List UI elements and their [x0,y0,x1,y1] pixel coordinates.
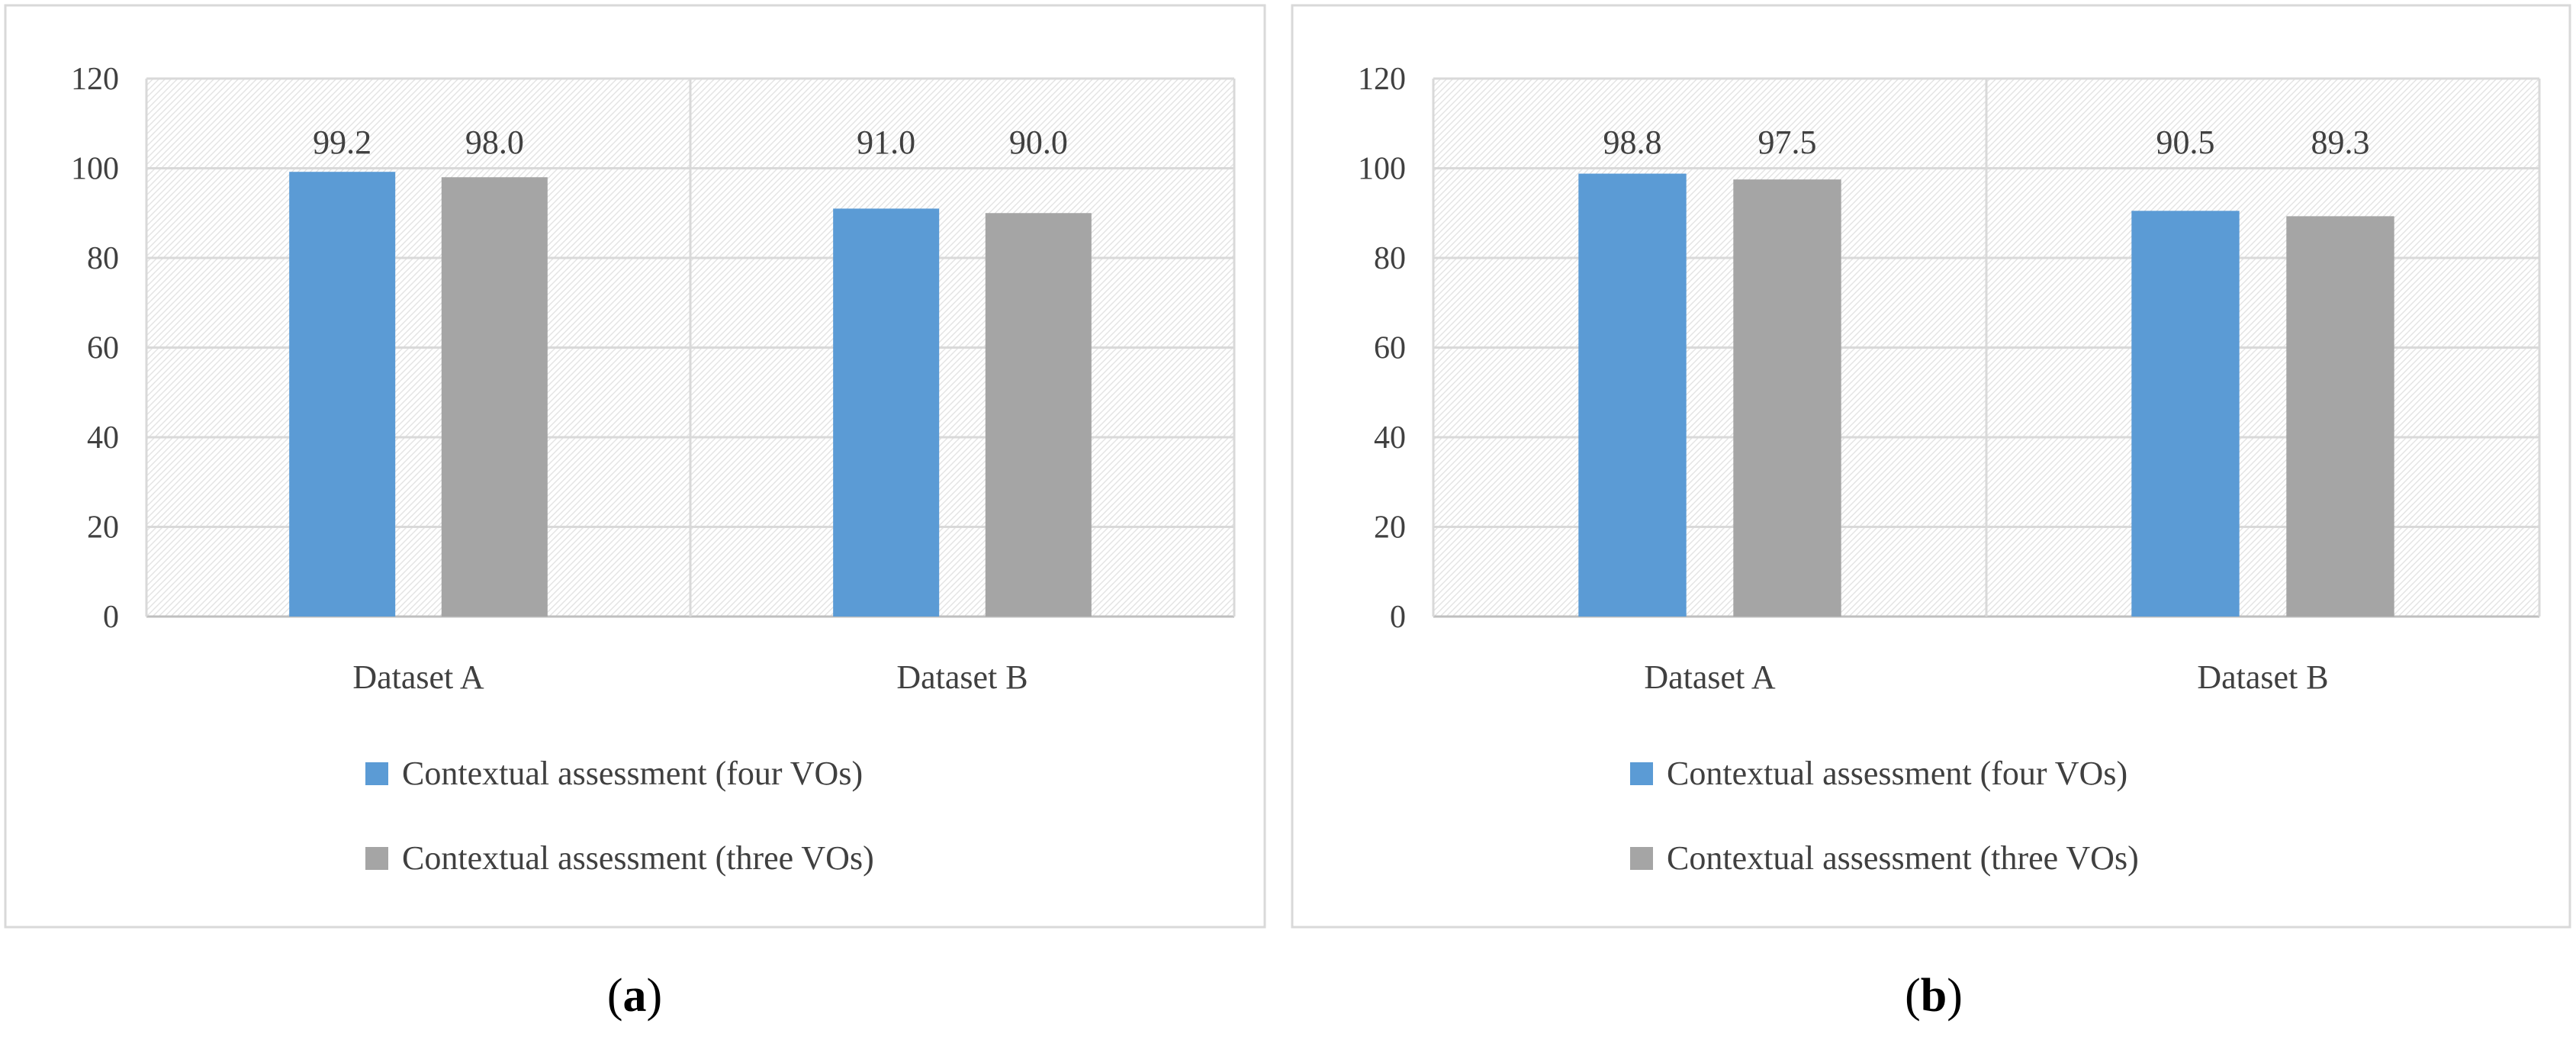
data-label: 98.8 [1603,124,1662,161]
data-label: 89.3 [2311,124,2370,161]
x-tick-label: Dataset B [2197,659,2328,696]
legend-swatch-four-vos [365,762,388,785]
legend-label: Contextual assessment (four VOs) [1667,755,2127,792]
legend-label: Contextual assessment (three VOs) [402,839,874,877]
y-tick-label: 0 [103,600,119,635]
y-tick-label: 40 [87,420,119,456]
bar-three-vos [985,213,1092,617]
legend-label: Contextual assessment (four VOs) [402,755,863,792]
bar-three-vos [2286,216,2394,617]
y-tick-label: 60 [87,331,119,366]
y-tick-label: 40 [1374,420,1406,456]
x-tick-label: Dataset A [1644,659,1776,696]
legend-swatch-three-vos [365,847,388,870]
data-label: 90.0 [1009,124,1068,161]
legend-swatch-four-vos [1630,762,1653,785]
y-tick-label: 80 [1374,241,1406,276]
bar-four-vos [289,172,396,617]
data-label: 91.0 [857,124,915,161]
y-tick-label: 60 [1374,331,1406,366]
bar-four-vos [1578,173,1687,617]
y-tick-label: 100 [71,152,119,187]
x-tick-label: Dataset B [896,659,1028,696]
data-label: 90.5 [2156,124,2215,161]
y-tick-label: 0 [1390,600,1406,635]
chart-panel-a: 0 20 40 60 80 100 120 99.2 98.0 Dataset A 91.0 90.0… [4,4,1266,929]
bar-three-vos [1733,179,1841,617]
x-tick-label: Dataset A [352,659,484,696]
y-tick-label: 20 [87,510,119,546]
data-label: 97.5 [1758,124,1817,161]
y-tick-label: 80 [87,241,119,276]
bar-four-vos [2131,211,2240,617]
data-label: 98.0 [465,124,524,161]
chart-panel-b: 0 20 40 60 80 100 120 98.8 97.5 Dataset A 90.5 89.3… [1291,4,2571,929]
y-tick-label: 100 [1358,152,1406,187]
bar-four-vos [833,208,940,617]
y-tick-label: 20 [1374,510,1406,546]
data-label: 99.2 [313,124,371,161]
panel-label: (b) [1905,970,1963,1022]
legend-swatch-three-vos [1630,847,1653,870]
panel-label: (a) [607,970,662,1022]
y-tick-label: 120 [71,62,119,97]
legend-label: Contextual assessment (three VOs) [1667,839,2139,877]
bar-three-vos [441,177,548,617]
y-tick-label: 120 [1358,62,1406,97]
